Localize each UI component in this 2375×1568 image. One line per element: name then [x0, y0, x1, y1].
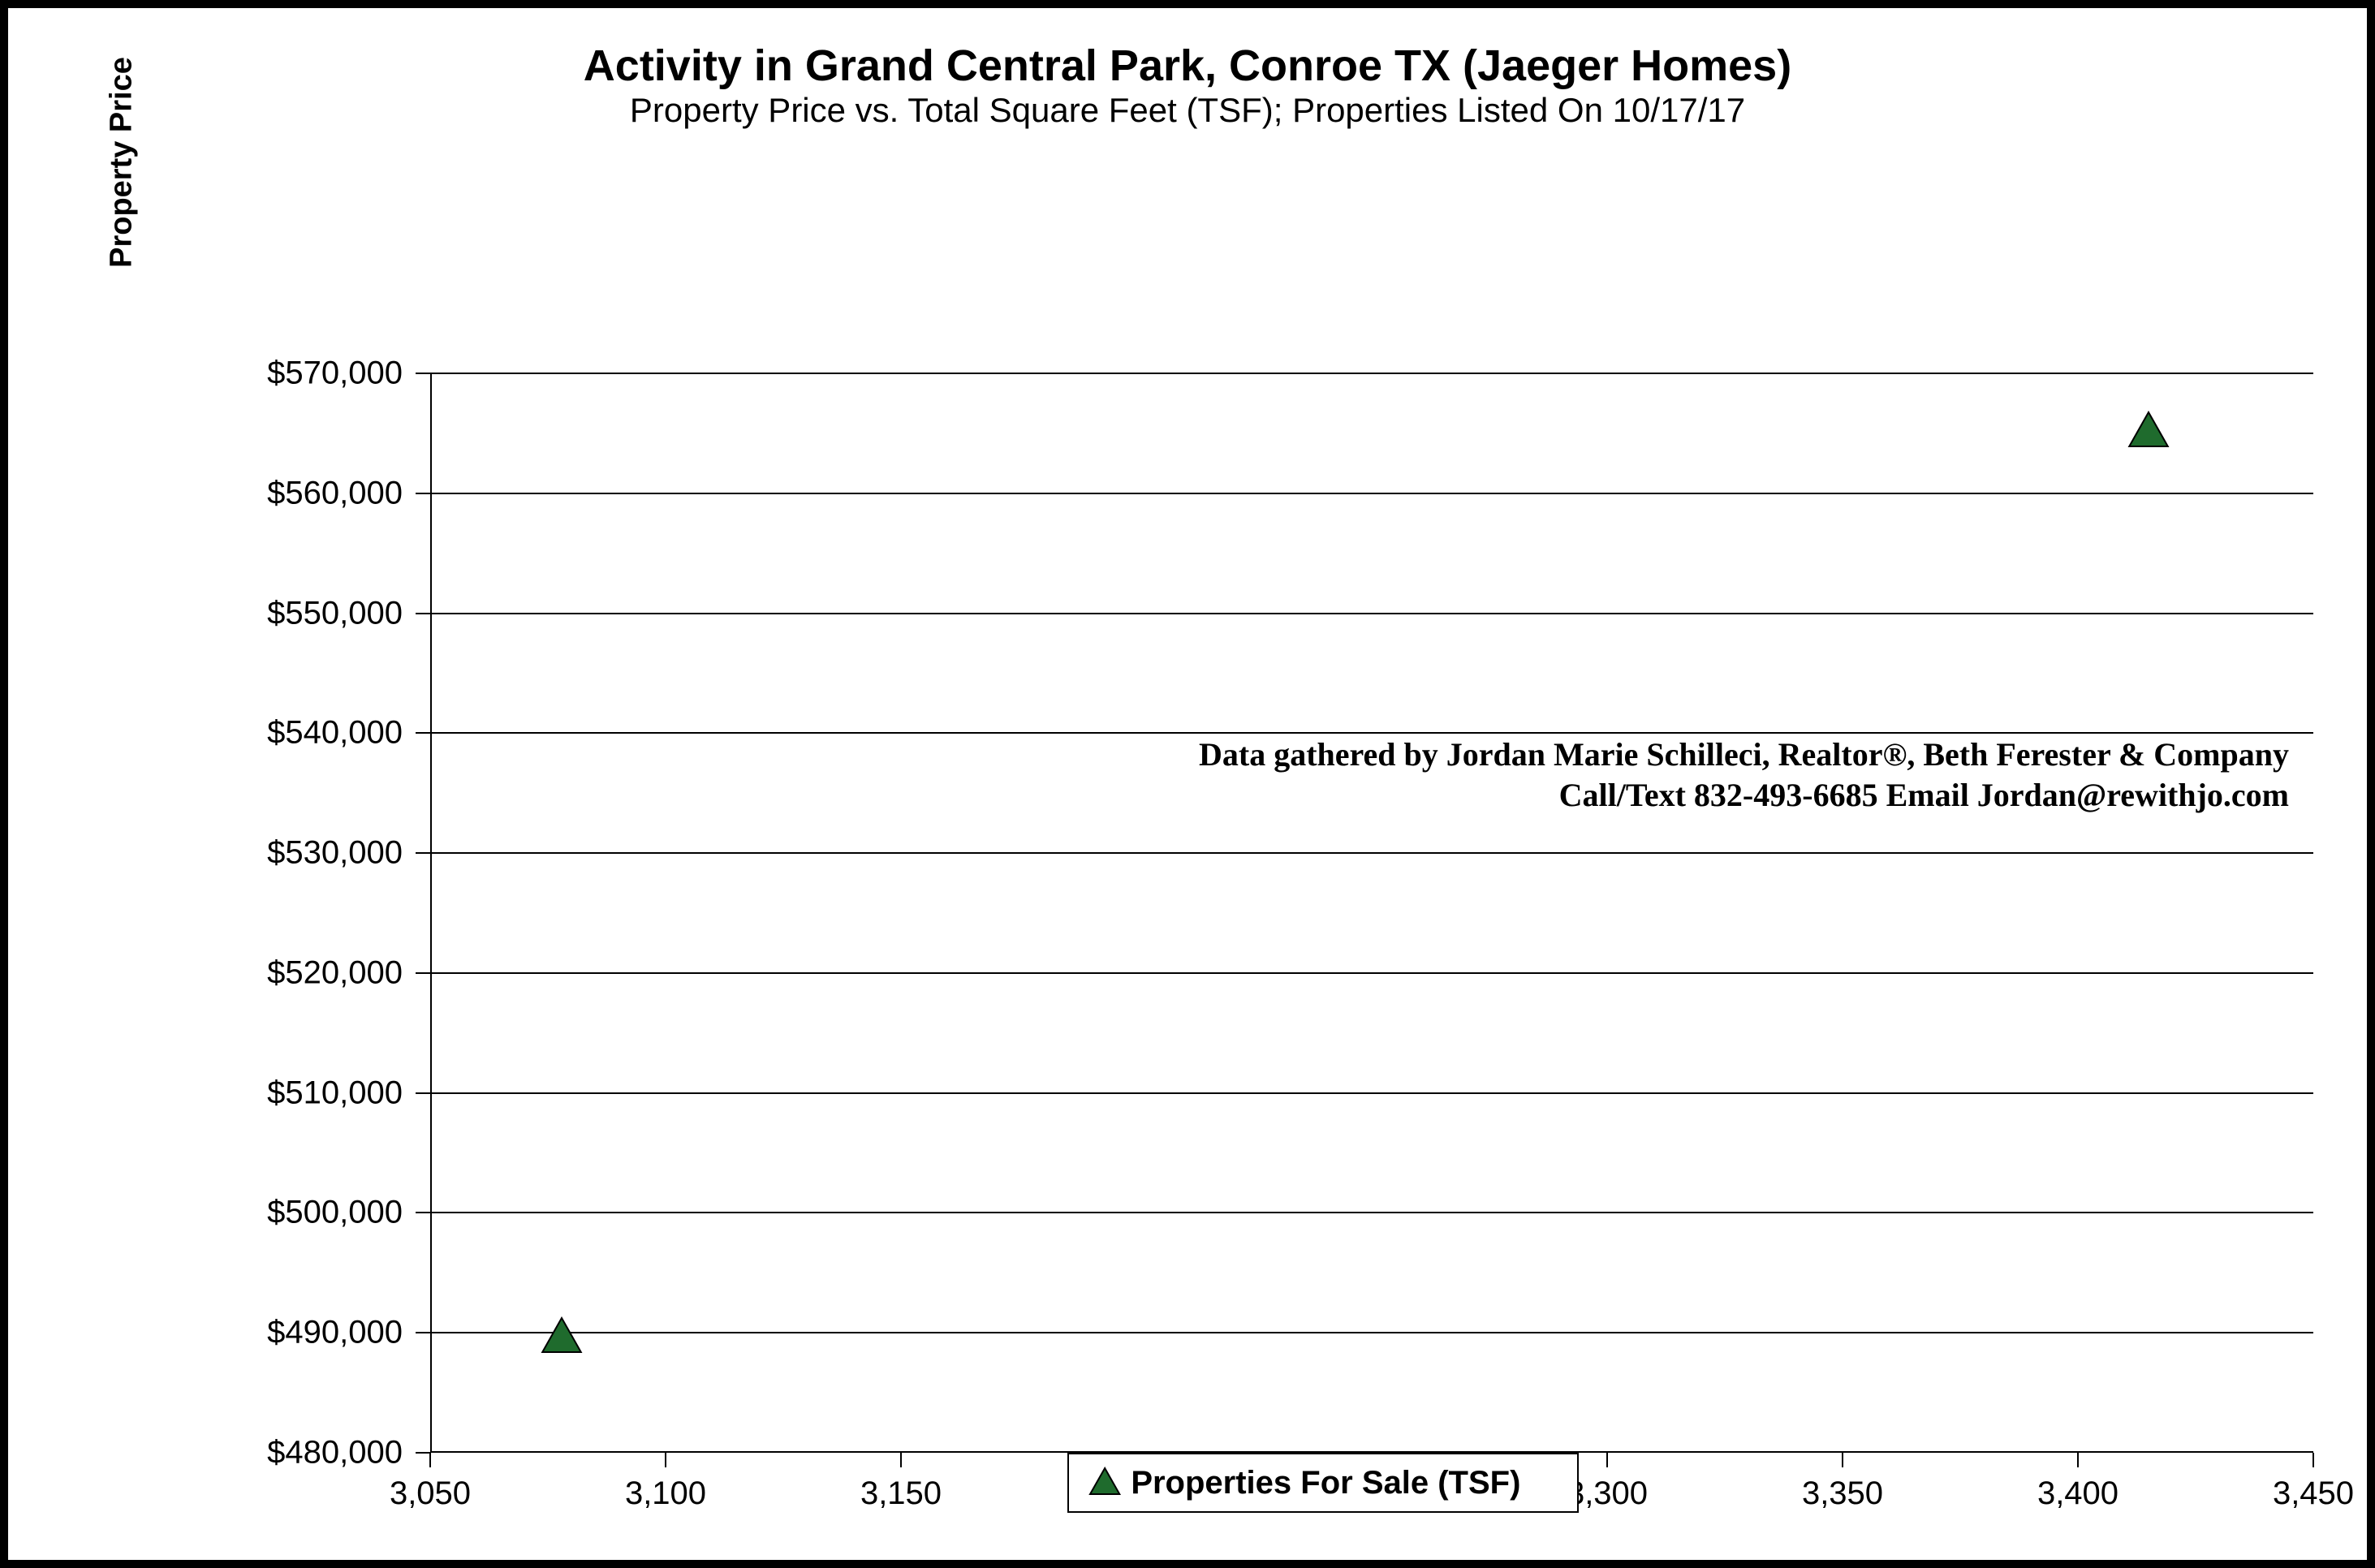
y-tick — [416, 1332, 430, 1333]
legend-label: Properties For Sale (TSF) — [1131, 1465, 1520, 1501]
y-tick-label: $520,000 — [267, 954, 403, 991]
x-tick — [1606, 1453, 1608, 1467]
x-tick — [429, 1453, 431, 1467]
gridline — [430, 852, 2313, 854]
y-tick-label: $560,000 — [267, 475, 403, 511]
gridline — [430, 493, 2313, 494]
y-tick-label: $500,000 — [267, 1195, 403, 1231]
y-tick-label: $550,000 — [267, 595, 403, 631]
gridline — [430, 373, 2313, 374]
x-tick-label: 3,350 — [1802, 1475, 1883, 1512]
gridline — [430, 1212, 2313, 1213]
y-tick — [416, 613, 430, 614]
x-tick-label: 3,100 — [625, 1475, 706, 1512]
y-axis-label: Property Price — [105, 57, 140, 268]
x-tick — [2077, 1453, 2079, 1467]
attribution-annotation: Data gathered by Jordan Marie Schilleci,… — [1199, 734, 2289, 816]
gridline — [430, 1092, 2313, 1094]
legend: Properties For Sale (TSF) — [1067, 1453, 1579, 1513]
data-point — [2127, 411, 2170, 452]
y-tick — [416, 373, 430, 374]
x-tick — [665, 1453, 666, 1467]
y-tick — [416, 852, 430, 854]
y-tick — [416, 732, 430, 734]
y-tick-label: $510,000 — [267, 1075, 403, 1111]
legend-marker-icon — [1088, 1467, 1121, 1500]
y-tick — [416, 1452, 430, 1454]
gridline — [430, 972, 2313, 974]
x-tick-label: 3,150 — [860, 1475, 942, 1512]
x-tick-label: 3,400 — [2037, 1475, 2119, 1512]
y-tick-label: $570,000 — [267, 355, 403, 392]
y-tick — [416, 972, 430, 974]
gridline — [430, 732, 2313, 734]
x-tick-label: 3,450 — [2273, 1475, 2354, 1512]
chart-subtitle: Property Price vs. Total Square Feet (TS… — [57, 91, 2318, 130]
y-tick-label: $530,000 — [267, 835, 403, 872]
y-tick — [416, 1212, 430, 1213]
y-tick-label: $480,000 — [267, 1435, 403, 1471]
y-axis-line — [430, 373, 432, 1453]
y-tick-label: $540,000 — [267, 715, 403, 752]
x-tick-label: 3,050 — [390, 1475, 471, 1512]
x-tick — [900, 1453, 902, 1467]
chart-frame: Activity in Grand Central Park, Conroe T… — [0, 0, 2375, 1568]
gridline — [430, 613, 2313, 614]
gridline — [430, 1332, 2313, 1333]
chart-title: Activity in Grand Central Park, Conroe T… — [57, 41, 2318, 91]
data-point — [541, 1316, 584, 1358]
plot-area: $480,000$490,000$500,000$510,000$520,000… — [430, 373, 2313, 1453]
x-tick — [2312, 1453, 2314, 1467]
y-tick-label: $490,000 — [267, 1315, 403, 1351]
y-tick — [416, 493, 430, 494]
y-tick — [416, 1092, 430, 1094]
x-tick — [1842, 1453, 1843, 1467]
